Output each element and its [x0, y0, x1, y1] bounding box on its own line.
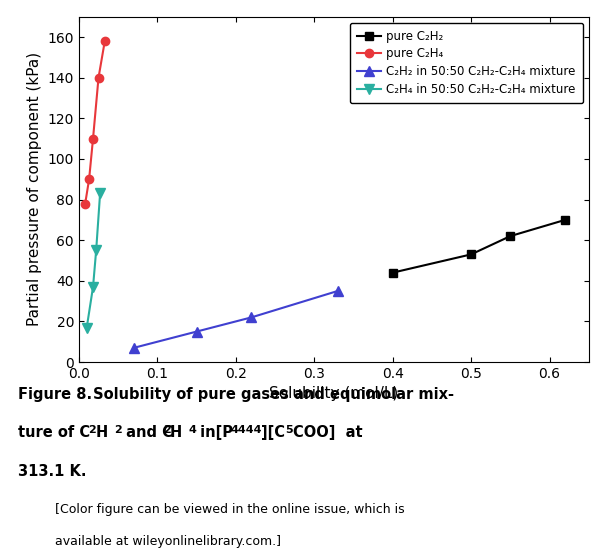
Text: ][C: ][C — [261, 425, 285, 440]
C₂H₂ in 50:50 C₂H₂-C₂H₄ mixture — [130, 344, 137, 351]
Y-axis label: Partial pressure of component (kPa): Partial pressure of component (kPa) — [27, 52, 42, 326]
Text: 313.1 K.: 313.1 K. — [18, 464, 87, 479]
Text: 2: 2 — [88, 425, 96, 435]
Text: available at wileyonlinelibrary.com.]: available at wileyonlinelibrary.com.] — [55, 535, 280, 548]
pure C₂H₄ — [81, 201, 89, 207]
pure C₂H₂ — [507, 233, 514, 240]
pure C₂H₄ — [95, 74, 102, 81]
Text: Figure 8.: Figure 8. — [18, 387, 92, 402]
pure C₂H₂ — [467, 251, 475, 258]
C₂H₂ in 50:50 C₂H₂-C₂H₄ mixture — [193, 328, 200, 335]
Text: 2: 2 — [114, 425, 122, 435]
X-axis label: Solubility (mol/L): Solubility (mol/L) — [270, 387, 398, 402]
Line: pure C₂H₂: pure C₂H₂ — [388, 216, 569, 277]
Text: [Color figure can be viewed in the online issue, which is: [Color figure can be viewed in the onlin… — [55, 503, 404, 516]
pure C₂H₄ — [86, 176, 93, 183]
Text: H: H — [96, 425, 108, 440]
Text: and C: and C — [121, 425, 173, 440]
C₂H₂ in 50:50 C₂H₂-C₂H₄ mixture — [334, 287, 341, 294]
pure C₂H₂ — [561, 217, 569, 223]
C₂H₄ in 50:50 C₂H₂-C₂H₄ mixture — [92, 247, 100, 253]
Text: 4444: 4444 — [231, 425, 262, 435]
Text: Solubility of pure gases and equimolar mix-: Solubility of pure gases and equimolar m… — [88, 387, 454, 402]
pure C₂H₄ — [89, 135, 97, 142]
C₂H₄ in 50:50 C₂H₂-C₂H₄ mixture — [83, 324, 90, 331]
C₂H₂ in 50:50 C₂H₂-C₂H₄ mixture — [248, 314, 255, 321]
Text: in[P: in[P — [195, 425, 234, 440]
Text: 2: 2 — [163, 425, 171, 435]
Text: 4: 4 — [188, 425, 196, 435]
Text: COO]  at: COO] at — [293, 425, 362, 440]
C₂H₄ in 50:50 C₂H₂-C₂H₄ mixture — [97, 190, 104, 197]
Legend: pure C₂H₂, pure C₂H₄, C₂H₂ in 50:50 C₂H₂-C₂H₄ mixture, C₂H₄ in 50:50 C₂H₂-C₂H₄ m: pure C₂H₂, pure C₂H₄, C₂H₂ in 50:50 C₂H₂… — [350, 23, 583, 103]
Line: pure C₂H₄: pure C₂H₄ — [81, 37, 109, 208]
Text: ture of C: ture of C — [18, 425, 90, 440]
C₂H₄ in 50:50 C₂H₂-C₂H₄ mixture — [89, 284, 97, 290]
Text: 5: 5 — [285, 425, 293, 435]
Line: C₂H₂ in 50:50 C₂H₂-C₂H₄ mixture: C₂H₂ in 50:50 C₂H₂-C₂H₄ mixture — [129, 286, 342, 353]
pure C₂H₂ — [389, 270, 396, 276]
Text: H: H — [170, 425, 182, 440]
pure C₂H₄ — [101, 38, 109, 45]
Line: C₂H₄ in 50:50 C₂H₂-C₂H₄ mixture: C₂H₄ in 50:50 C₂H₂-C₂H₄ mixture — [82, 189, 105, 333]
